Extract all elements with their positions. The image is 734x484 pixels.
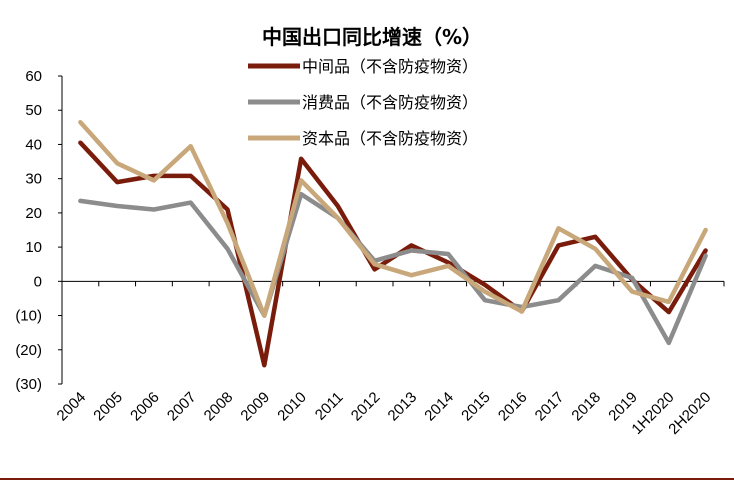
y-tick-label: 20 (25, 205, 42, 222)
y-tick-label: (10) (15, 308, 42, 325)
series-lines (78, 119, 708, 368)
x-tick-label: 2014 (421, 389, 457, 425)
x-tick-label: 2018 (568, 389, 604, 425)
legend: 中间品（不含防疫物资） 消费品（不含防疫物资） 资本品（不含防疫物资） (248, 57, 478, 148)
y-tick-label: 40 (25, 136, 42, 153)
x-tick-label: 2015 (458, 389, 494, 425)
series-line-2 (78, 119, 708, 318)
y-tick-label: (20) (15, 342, 42, 359)
x-tick-label: 2017 (532, 389, 568, 425)
x-tick-label: 2013 (385, 389, 421, 425)
y-axis-labels: 60 50 40 30 20 10 0 (10) (20) (30) (15, 68, 42, 393)
y-tick-label: 0 (34, 273, 42, 290)
x-tick-label: 2007 (164, 389, 200, 425)
chart-title: 中国出口同比增速（%） (262, 25, 482, 49)
x-tick-label: 2012 (348, 389, 384, 425)
x-tick-label: 2008 (201, 389, 237, 425)
axes (58, 75, 725, 385)
y-tick-label: 10 (25, 239, 42, 256)
x-tick-label: 2011 (312, 389, 347, 424)
x-tick-label: 2010 (274, 389, 310, 425)
y-tick-label: 50 (25, 102, 42, 119)
legend-label-2: 资本品（不含防疫物资） (302, 129, 478, 148)
x-tick-label: 2009 (237, 389, 273, 425)
x-tick-label: 2004 (54, 389, 90, 425)
x-axis-labels: 2004 2005 2006 2007 2008 2009 2010 2011 2012 2013… (54, 389, 715, 438)
legend-label-0: 中间品（不含防疫物资） (302, 57, 478, 76)
y-tick-label: 30 (25, 171, 42, 188)
legend-label-1: 消费品（不含防疫物资） (302, 93, 478, 112)
x-tick-label: 2005 (90, 389, 126, 425)
x-tick-label: 2006 (127, 389, 163, 425)
series-line-1 (78, 191, 708, 346)
y-tick-label: 60 (25, 68, 42, 85)
x-tick-label: 2016 (495, 389, 531, 425)
y-tick-label: (30) (15, 376, 42, 393)
